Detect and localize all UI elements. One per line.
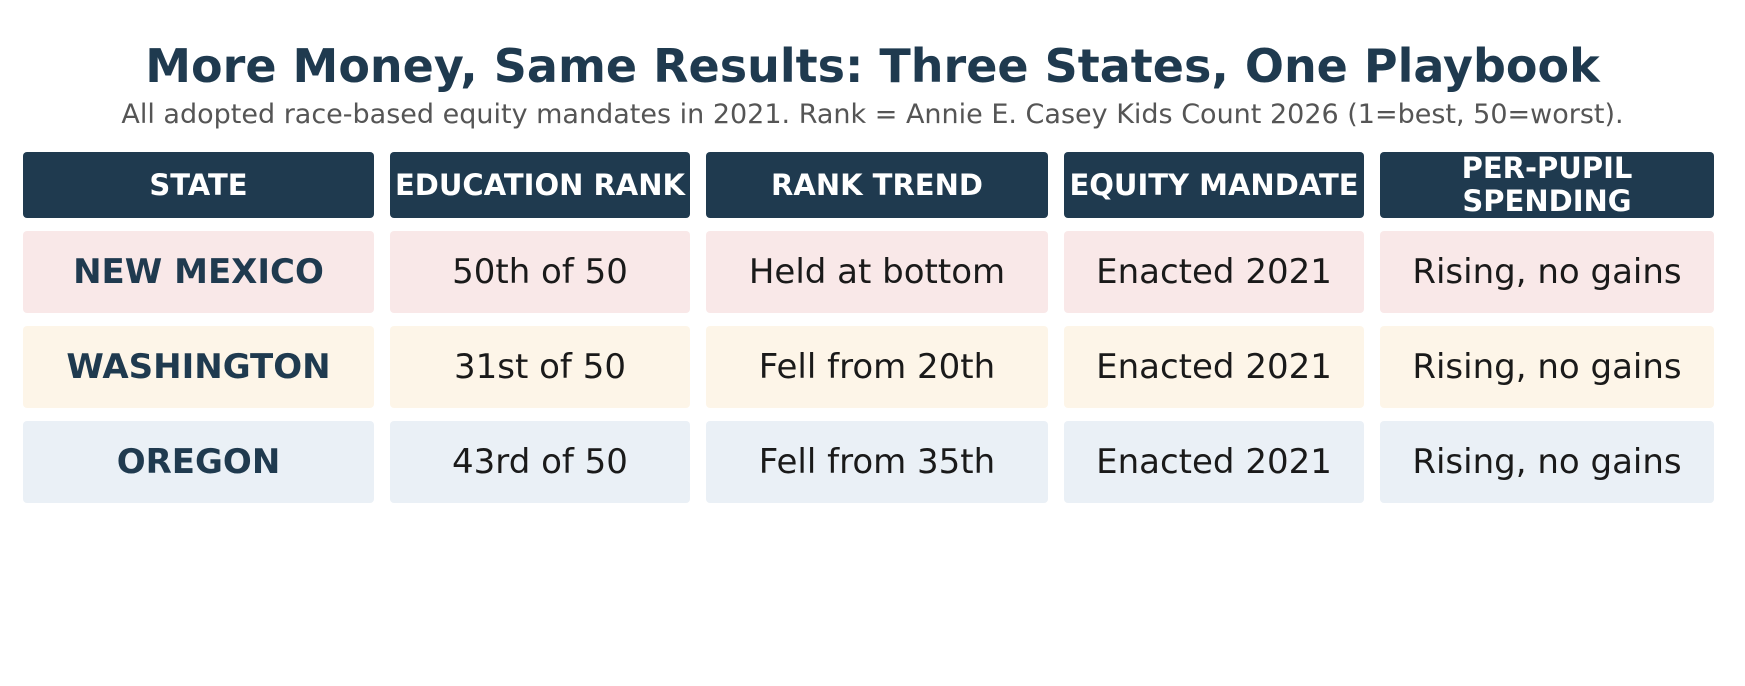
table-cell-state: WASHINGTON (23, 326, 374, 408)
table-cell-equity-mandate: Enacted 2021 (1064, 326, 1364, 408)
header-per-pupil-spending: PER-PUPIL SPENDING (1380, 152, 1714, 218)
table-cell-per-pupil-spending: Rising, no gains (1380, 326, 1714, 408)
table-cell-equity-mandate: Enacted 2021 (1064, 231, 1364, 313)
header-rank-trend: RANK TREND (706, 152, 1048, 218)
table-cell-equity-mandate: Enacted 2021 (1064, 421, 1364, 503)
header-education-rank: EDUCATION RANK (390, 152, 690, 218)
chart-subtitle: All adopted race-based equity mandates i… (121, 99, 1624, 130)
table-cell-per-pupil-spending: Rising, no gains (1380, 231, 1714, 313)
table-cell-education-rank: 50th of 50 (390, 231, 690, 313)
table-cell-state: NEW MEXICO (23, 231, 374, 313)
table-cell-state: OREGON (23, 421, 374, 503)
table-cell-per-pupil-spending: Rising, no gains (1380, 421, 1714, 503)
header-state: STATE (23, 152, 374, 218)
chart-title: More Money, Same Results: Three States, … (145, 39, 1600, 93)
table-cell-rank-trend: Fell from 35th (706, 421, 1048, 503)
header-equity-mandate: EQUITY MANDATE (1064, 152, 1364, 218)
table-cell-education-rank: 43rd of 50 (390, 421, 690, 503)
table-cell-rank-trend: Fell from 20th (706, 326, 1048, 408)
table-cell-rank-trend: Held at bottom (706, 231, 1048, 313)
table-cell-education-rank: 31st of 50 (390, 326, 690, 408)
